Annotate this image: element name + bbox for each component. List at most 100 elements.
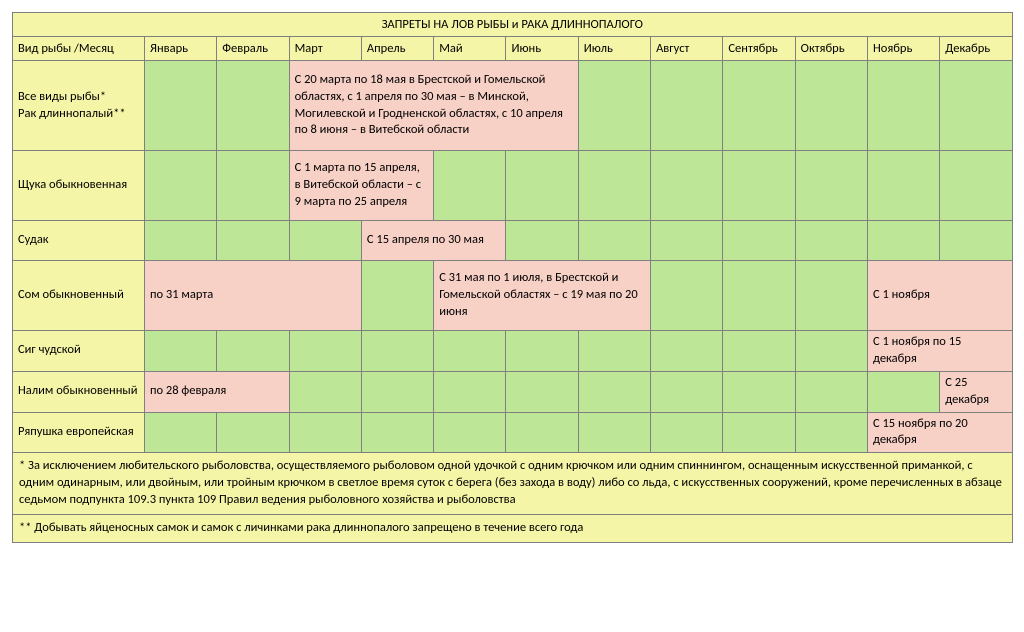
allowed-cell [940, 221, 1012, 261]
allowed-cell [506, 331, 578, 372]
month-header: Ноябрь [867, 37, 939, 61]
allowed-cell [651, 412, 723, 453]
row-vendace: Ряпушка европейская С 15 ноября по 20 де… [13, 412, 1013, 453]
allowed-cell [145, 331, 217, 372]
allowed-cell [651, 151, 723, 221]
row-all-fish: Все виды рыбы*Рак длиннопалый** С 20 мар… [13, 61, 1013, 151]
allowed-cell [289, 371, 361, 412]
allowed-cell [723, 371, 795, 412]
month-header: Август [651, 37, 723, 61]
allowed-cell [361, 261, 433, 331]
allowed-cell [651, 371, 723, 412]
allowed-cell [651, 331, 723, 372]
allowed-cell [217, 331, 289, 372]
allowed-cell [867, 151, 939, 221]
ban-cell: С 15 ноября по 20 декабря [867, 412, 1012, 453]
allowed-cell [361, 412, 433, 453]
allowed-cell [867, 371, 939, 412]
row-zander: Судак С 15 апреля по 30 мая [13, 221, 1013, 261]
header-row: Вид рыбы /Месяц Январь Февраль Март Апре… [13, 37, 1013, 61]
allowed-cell [361, 371, 433, 412]
allowed-cell [723, 412, 795, 453]
month-header: Октябрь [795, 37, 867, 61]
allowed-cell [289, 221, 361, 261]
allowed-cell [217, 412, 289, 453]
allowed-cell [795, 412, 867, 453]
allowed-cell [578, 151, 650, 221]
species-cell: Сом обыкновенный [13, 261, 145, 331]
allowed-cell [795, 221, 867, 261]
allowed-cell [578, 221, 650, 261]
allowed-cell [506, 221, 578, 261]
allowed-cell [145, 412, 217, 453]
allowed-cell [651, 61, 723, 151]
ban-cell: по 31 марта [145, 261, 362, 331]
allowed-cell [434, 412, 506, 453]
allowed-cell [434, 331, 506, 372]
allowed-cell [940, 61, 1012, 151]
row-burbot: Налим обыкновенный по 28 февраля С 25 де… [13, 371, 1013, 412]
allowed-cell [651, 221, 723, 261]
footnote-row-2: ** Добывать яйценосных самок и самок с л… [13, 514, 1013, 542]
allowed-cell [723, 331, 795, 372]
ban-cell: С 1 ноября по 15 декабря [867, 331, 1012, 372]
species-cell: Все виды рыбы*Рак длиннопалый** [13, 61, 145, 151]
allowed-cell [867, 61, 939, 151]
species-cell: Ряпушка европейская [13, 412, 145, 453]
month-header: Апрель [361, 37, 433, 61]
allowed-cell [145, 61, 217, 151]
month-header: Март [289, 37, 361, 61]
month-header: Июль [578, 37, 650, 61]
allowed-cell [145, 151, 217, 221]
ban-cell: С 15 апреля по 30 мая [361, 221, 506, 261]
row-whitefish: Сиг чудской С 1 ноября по 15 декабря [13, 331, 1013, 372]
allowed-cell [795, 371, 867, 412]
ban-cell: С 20 марта по 18 мая в Брестской и Гомел… [289, 61, 578, 151]
row-catfish: Сом обыкновенный по 31 марта С 31 мая по… [13, 261, 1013, 331]
allowed-cell [795, 261, 867, 331]
allowed-cell [723, 151, 795, 221]
allowed-cell [578, 61, 650, 151]
species-cell: Щука обыкновенная [13, 151, 145, 221]
allowed-cell [506, 371, 578, 412]
species-cell: Налим обыкновенный [13, 371, 145, 412]
species-cell: Судак [13, 221, 145, 261]
fishing-ban-table: ЗАПРЕТЫ НА ЛОВ РЫБЫ и РАКА ДЛИННОПАЛОГО … [12, 12, 1013, 543]
footnote-1: * За исключением любительского рыболовст… [13, 453, 1013, 515]
species-header: Вид рыбы /Месяц [13, 37, 145, 61]
allowed-cell [578, 412, 650, 453]
allowed-cell [506, 151, 578, 221]
ban-cell: С 31 мая по 1 июля, в Брестской и Гомель… [434, 261, 651, 331]
allowed-cell [723, 221, 795, 261]
month-header: Июнь [506, 37, 578, 61]
allowed-cell [217, 151, 289, 221]
month-header: Май [434, 37, 506, 61]
allowed-cell [940, 151, 1012, 221]
ban-cell: С 1 ноября [867, 261, 1012, 331]
footnote-2: ** Добывать яйценосных самок и самок с л… [13, 514, 1013, 542]
allowed-cell [434, 151, 506, 221]
ban-cell: С 1 марта по 15 апреля, в Витебской обла… [289, 151, 434, 221]
month-header: Январь [145, 37, 217, 61]
ban-cell: С 25 декабря [940, 371, 1012, 412]
allowed-cell [434, 371, 506, 412]
ban-cell: по 28 февраля [145, 371, 290, 412]
allowed-cell [651, 261, 723, 331]
allowed-cell [289, 412, 361, 453]
month-header: Февраль [217, 37, 289, 61]
row-pike: Щука обыкновенная С 1 марта по 15 апреля… [13, 151, 1013, 221]
species-cell: Сиг чудской [13, 331, 145, 372]
month-header: Сентябрь [723, 37, 795, 61]
allowed-cell [795, 331, 867, 372]
allowed-cell [795, 151, 867, 221]
allowed-cell [723, 261, 795, 331]
allowed-cell [361, 331, 433, 372]
allowed-cell [723, 61, 795, 151]
title-row: ЗАПРЕТЫ НА ЛОВ РЫБЫ и РАКА ДЛИННОПАЛОГО [13, 13, 1013, 37]
allowed-cell [578, 331, 650, 372]
allowed-cell [217, 221, 289, 261]
allowed-cell [506, 412, 578, 453]
allowed-cell [867, 221, 939, 261]
allowed-cell [795, 61, 867, 151]
allowed-cell [578, 371, 650, 412]
